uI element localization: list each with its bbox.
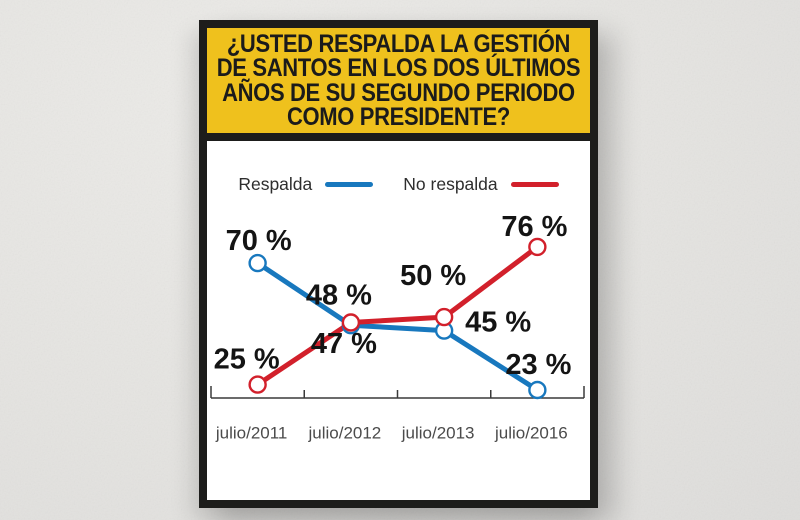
data-point-label: 50 %: [400, 260, 466, 292]
legend-label-no-respalda: No respalda: [403, 174, 498, 194]
data-point-marker: [248, 375, 267, 394]
data-point-label: 45 %: [465, 307, 531, 339]
legend-item-no-respalda: No respalda: [403, 174, 559, 195]
legend-item-respalda: Respalda: [238, 174, 374, 195]
x-tick-label: julio/2012: [307, 424, 381, 443]
legend-label-respalda: Respalda: [238, 174, 313, 194]
question-title-line: ¿USTED RESPALDA LA GESTIÓN: [226, 29, 571, 58]
data-point-marker: [528, 380, 547, 400]
chart-area: Respalda No respalda julio/2011 julio/201…: [207, 141, 590, 500]
x-tick-label: julio/2011: [215, 424, 288, 443]
question-title-line: AÑOS DE SU SEGUNDO PERIODO: [222, 78, 575, 107]
x-tick-label: julio/2013: [401, 424, 475, 443]
question-title-line: COMO PRESIDENTE?: [287, 103, 510, 131]
legend-swatch-no-respalda-line-icon: [510, 182, 559, 187]
data-point-label: 48 %: [306, 280, 372, 312]
data-point-label: 47 %: [311, 328, 377, 360]
infographic-card: ¿USTED RESPALDA LA GESTIÓN DE SANTOS EN L…: [199, 20, 598, 508]
question-title-line: DE SANTOS EN LOS DOS ÚLTIMOS: [216, 54, 581, 82]
data-point-label: 76 %: [501, 211, 567, 243]
legend-swatch-respalda-line-icon: [325, 182, 374, 187]
data-point-marker: [434, 307, 454, 327]
chart-legend: Respalda No respalda: [207, 174, 590, 195]
data-point-label: 23 %: [505, 349, 571, 381]
data-point-label: 70 %: [226, 225, 292, 257]
question-header: ¿USTED RESPALDA LA GESTIÓN DE SANTOS EN L…: [207, 28, 590, 141]
data-point-label: 25 %: [214, 344, 280, 376]
question-title: ¿USTED RESPALDA LA GESTIÓN DE SANTOS EN L…: [216, 29, 581, 131]
x-tick-label: julio/2016: [494, 424, 568, 443]
data-point-marker: [248, 253, 267, 273]
